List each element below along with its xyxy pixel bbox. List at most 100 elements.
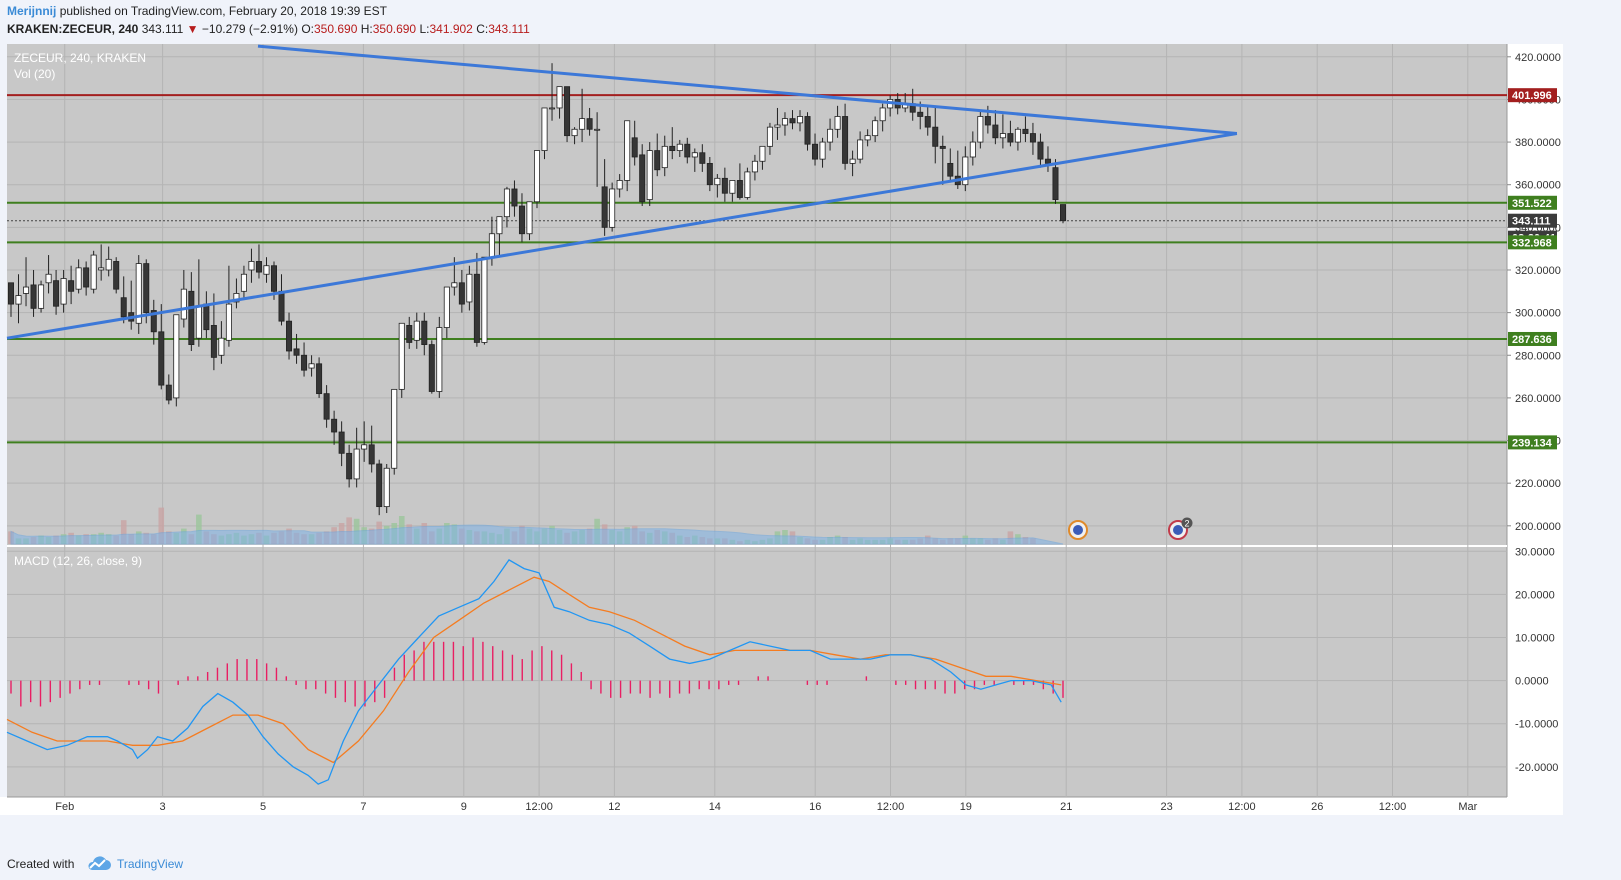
candle-body (323, 393, 330, 420)
candle-body (210, 325, 217, 358)
candle (75, 259, 82, 294)
price-tick-label: 280.0000 (1515, 350, 1561, 362)
candle (301, 342, 308, 377)
candle-body (436, 327, 443, 392)
time-tick-label: Feb (55, 801, 74, 813)
high-value: 350.690 (372, 22, 417, 36)
candle (1022, 116, 1029, 143)
candle (842, 103, 849, 170)
publish-line: Merijnnij published on TradingView.com, … (7, 4, 387, 18)
candle (872, 116, 879, 143)
candle-body (1014, 128, 1021, 143)
candle-body (1037, 141, 1044, 160)
candle-body (1060, 204, 1067, 222)
candle (218, 321, 225, 364)
candle-body (721, 177, 728, 194)
candle (721, 167, 728, 202)
price-level-tag (1508, 88, 1557, 103)
candle-body (361, 444, 368, 450)
candle-body (158, 331, 165, 386)
trendline (257, 44, 1238, 136)
candle (947, 148, 954, 183)
volume-bar (120, 520, 127, 544)
candle-body (443, 286, 450, 328)
time-tick-label: 19 (960, 801, 972, 813)
candle-body (819, 141, 826, 160)
price-level-tag (1508, 195, 1557, 210)
candle-body (53, 280, 60, 307)
candle (180, 269, 187, 328)
candle-body (699, 152, 706, 164)
candle (706, 156, 713, 192)
candle (248, 248, 255, 283)
price-tick-label: 360.0000 (1515, 180, 1561, 192)
candle-body (661, 145, 668, 169)
price-tick-label: 220.0000 (1515, 478, 1561, 490)
candle-body (458, 282, 465, 305)
candle (999, 114, 1006, 149)
candle-body (812, 143, 819, 160)
candle-body (977, 116, 984, 143)
time-tick-label: 21 (1060, 801, 1072, 813)
author-link[interactable]: Merijnnij (7, 4, 57, 18)
candle (857, 131, 864, 164)
time-tick-label: Mar (1458, 801, 1477, 813)
candle-body (496, 216, 503, 235)
time-tick-label: 5 (260, 801, 266, 813)
macd-tick-label: 20.0000 (1515, 589, 1555, 601)
candle (1037, 133, 1044, 168)
close-value: 343.111 (488, 22, 530, 36)
candle-body (691, 152, 698, 158)
price-chart[interactable]: 420.0000400.0000380.0000360.0000340.0000… (0, 0, 1621, 850)
candle-body (586, 118, 593, 130)
candle-body (842, 116, 849, 164)
candle-body (827, 128, 834, 143)
candle (68, 265, 75, 305)
candle-body (391, 388, 398, 469)
candle (827, 118, 834, 151)
candle-body (68, 280, 75, 292)
macd-pane-background (7, 547, 1507, 797)
candle (789, 110, 796, 130)
candle (286, 312, 293, 360)
candle-body (984, 116, 991, 126)
candle-body (376, 463, 383, 508)
time-tick-label: 16 (809, 801, 821, 813)
candle (691, 148, 698, 172)
open-value: 350.690 (313, 22, 358, 36)
candle (225, 265, 232, 347)
candle (969, 131, 976, 166)
candle (654, 133, 661, 177)
candle (511, 180, 518, 217)
candle-body (879, 107, 886, 122)
volume-bar (1007, 531, 1014, 544)
candle (83, 261, 90, 296)
candle (556, 86, 563, 119)
candle (255, 244, 262, 279)
candle-body (646, 150, 653, 201)
candle (594, 112, 601, 187)
candle-body (917, 111, 924, 117)
candle-body (962, 156, 969, 186)
candle (398, 322, 405, 398)
candle (1052, 159, 1059, 204)
candle (210, 293, 217, 371)
candle (308, 355, 315, 377)
candle-body (331, 418, 338, 433)
candle-body (676, 143, 683, 151)
candle (105, 246, 112, 277)
candle (669, 127, 676, 160)
candle-body (30, 284, 37, 309)
candle (481, 256, 488, 345)
close-label: C: (476, 22, 489, 36)
candle-body (233, 293, 240, 303)
candle-body (225, 303, 232, 341)
candle-body (639, 154, 646, 203)
candle-body (518, 205, 525, 235)
candle-body (15, 295, 22, 305)
candle-body (278, 290, 285, 322)
tradingview-link[interactable]: TradingView (117, 857, 184, 871)
time-tick-label: 23 (1160, 801, 1172, 813)
candle (466, 265, 473, 311)
candle-body (255, 261, 262, 273)
